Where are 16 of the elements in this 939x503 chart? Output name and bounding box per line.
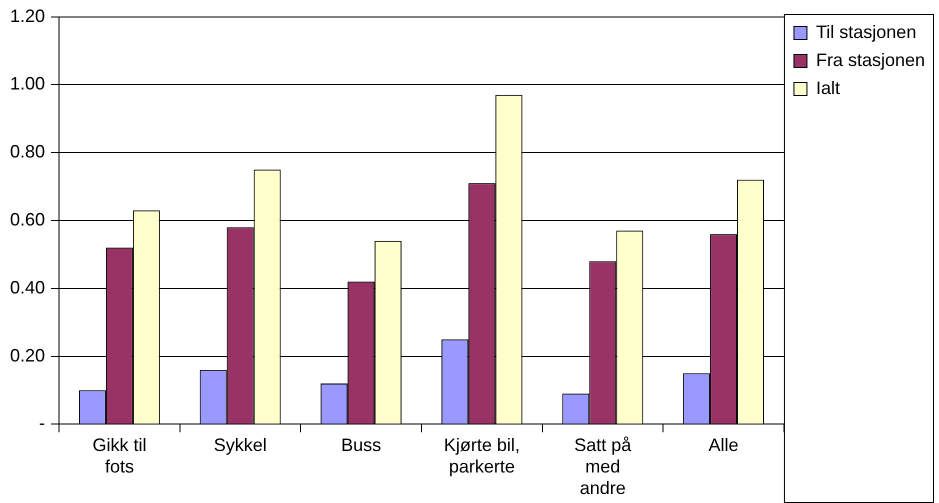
x-tick-label: Buss — [341, 434, 382, 455]
legend-label: Til stasjonen — [816, 22, 916, 42]
y-tick-label: 1.20 — [10, 6, 46, 26]
y-tick-label: 0.40 — [10, 277, 46, 298]
x-tick-label: Gikk til fots — [92, 434, 146, 477]
x-tick-label: Alle — [708, 434, 739, 455]
y-tick-label: 1.00 — [10, 74, 46, 94]
legend-label: Ialt — [816, 78, 840, 98]
y-tick-label: - — [39, 413, 46, 434]
y-tick-label: 0.60 — [10, 209, 46, 230]
y-tick-label: 0.80 — [10, 142, 46, 162]
x-tick-label: Kjørte bil, parkerte — [444, 434, 520, 477]
y-tick-label: 0.20 — [10, 345, 46, 366]
x-tick-label: Satt på med andre — [574, 434, 632, 498]
x-tick-label: Sykkel — [214, 434, 267, 455]
legend-label: Fra stasjonen — [816, 50, 926, 70]
